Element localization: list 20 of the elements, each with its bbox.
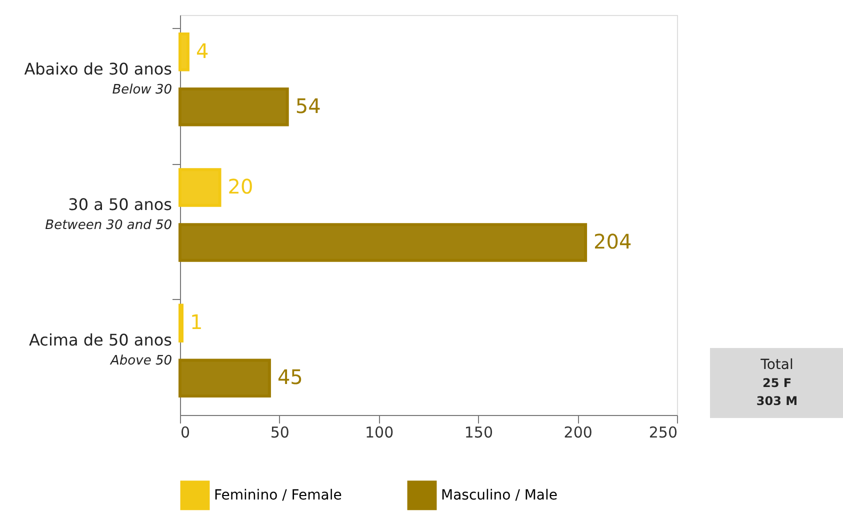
data-label: 20 xyxy=(228,174,254,199)
category-label: Abaixo de 30 anos Below 30 xyxy=(24,59,172,98)
category-label: Acima de 50 anos Above 50 xyxy=(29,330,172,369)
text: Total xyxy=(760,357,794,373)
legend-label: Masculino / Male xyxy=(441,487,558,504)
x-tick-label: 200 xyxy=(564,424,592,442)
data-label: 54 xyxy=(295,94,321,118)
x-tick-label: 250 xyxy=(648,424,678,442)
data-label: 45 xyxy=(277,365,303,390)
text: 303 M xyxy=(756,394,798,408)
x-tick-label: 150 xyxy=(464,424,494,442)
data-label: 1 xyxy=(190,310,203,334)
x-tick-label: 50 xyxy=(270,424,290,442)
x-tick-label: 100 xyxy=(364,424,394,442)
category-label: 30 a 50 anos Between 30 and 50 xyxy=(45,195,172,233)
legend-label: Feminino / Female xyxy=(214,487,342,504)
x-tick-label: 0 xyxy=(180,424,190,442)
text: 25 F xyxy=(762,376,792,390)
data-label: 4 xyxy=(196,38,209,63)
data-label: 204 xyxy=(594,229,632,254)
